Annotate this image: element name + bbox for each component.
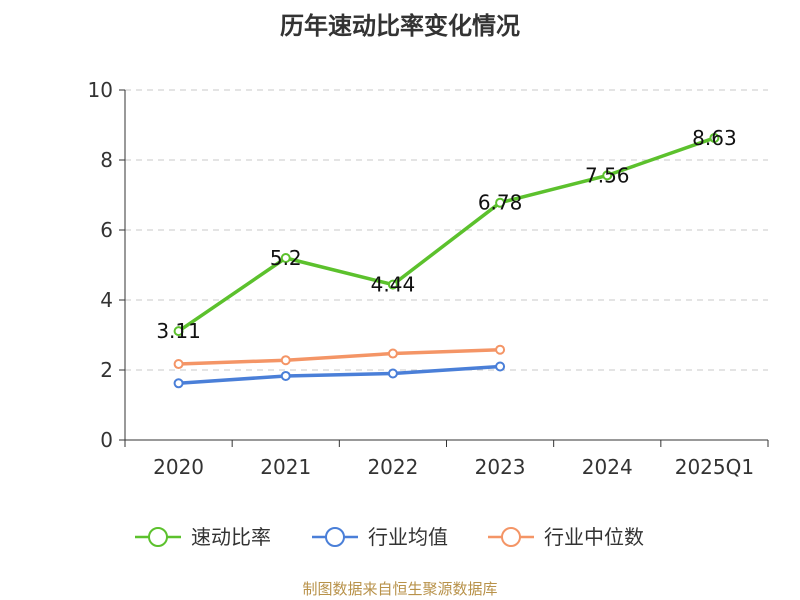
series-line-1	[178, 364, 501, 386]
data-label: 4.44	[371, 273, 416, 297]
legend-item-2: 行业中位数	[488, 525, 644, 549]
data-point	[280, 370, 291, 381]
data-point	[280, 253, 291, 263]
legend-marker	[148, 527, 168, 547]
data-point	[173, 359, 184, 370]
data-point	[280, 355, 291, 366]
series-line-0	[177, 136, 715, 333]
y-tick-label: 6	[100, 218, 113, 242]
data-point	[387, 348, 398, 359]
data-point	[387, 368, 398, 379]
data-point	[495, 197, 506, 208]
y-tick-label: 10	[88, 78, 113, 102]
chart-title: 历年速动比率变化情况	[280, 12, 520, 40]
x-tick-label: 2024	[582, 455, 633, 479]
data-point	[173, 378, 184, 389]
data-point	[495, 344, 506, 355]
y-tick-label: 4	[100, 288, 113, 312]
legend: 速动比率 行业均值 行业中位数	[135, 525, 644, 549]
axes: 0 2 4 6 8 10 2020 2021 2022 2023 2024 2025Q1	[88, 78, 769, 479]
grid	[125, 89, 768, 371]
data-label: 7.56	[585, 163, 630, 187]
x-tick-label: 2022	[367, 455, 418, 479]
x-tick-label: 2021	[260, 455, 311, 479]
legend-marker	[501, 527, 521, 547]
data-label: 6.78	[478, 191, 523, 215]
legend-marker	[325, 527, 345, 547]
data-label: 5.2	[270, 246, 302, 270]
y-tick-label: 8	[100, 148, 113, 172]
series-layer: 3.11 5.2 4.44 6.78 7.56 8.63	[156, 126, 737, 389]
data-point	[709, 132, 720, 143]
y-tick-label: 0	[100, 428, 113, 452]
legend-label: 速动比率	[191, 525, 271, 549]
legend-item-0: 速动比率	[135, 525, 271, 549]
x-tick-label: 2023	[475, 455, 526, 479]
data-point	[495, 361, 506, 372]
legend-label: 行业均值	[368, 525, 448, 549]
legend-label: 行业中位数	[544, 525, 644, 549]
series-line-2	[178, 347, 501, 366]
data-point	[173, 326, 184, 337]
data-label: 8.63	[692, 126, 737, 150]
data-point	[387, 279, 398, 290]
y-tick-label: 2	[100, 358, 113, 382]
data-label: 3.11	[156, 319, 201, 343]
source-note: 制图数据来自恒生聚源数据库	[302, 580, 497, 598]
data-point	[602, 170, 613, 181]
legend-item-1: 行业均值	[312, 525, 448, 549]
x-tick-label: 2020	[153, 455, 204, 479]
x-tick-label: 2025Q1	[675, 455, 754, 479]
